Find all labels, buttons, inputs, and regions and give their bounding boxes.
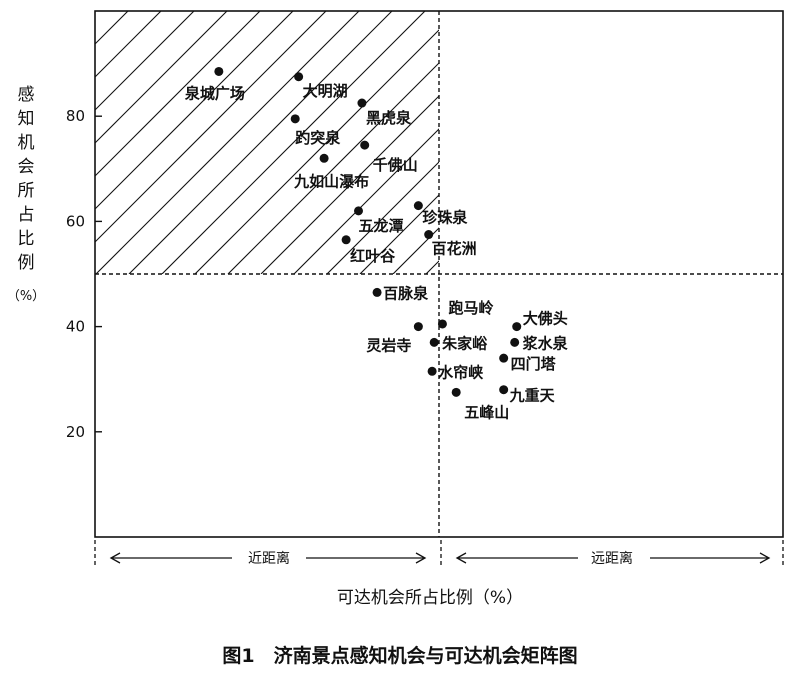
hatch-line	[326, 161, 439, 274]
y-axis-ticks: 20 40 60 80	[66, 107, 102, 441]
far-label: 远距离	[591, 550, 633, 567]
hatch-line	[525, 11, 788, 274]
data-point	[499, 385, 509, 395]
hatch-line	[95, 11, 96, 12]
hatch-line	[194, 29, 439, 274]
near-label: 近距离	[248, 550, 290, 567]
point-label: 黑虎泉	[366, 109, 412, 127]
x-axis-title: 可达机会所占比例（%）	[337, 588, 523, 608]
y-tick-label: 80	[66, 107, 85, 125]
point-label: 浆水泉	[523, 334, 569, 352]
hatch-line	[657, 11, 800, 274]
point-label: 千佛山	[373, 156, 418, 174]
near-arrow-head-left	[109, 552, 121, 564]
hatch-line	[558, 11, 800, 274]
hatch-line	[392, 227, 439, 274]
data-point	[437, 319, 447, 329]
point-label: 百花洲	[432, 240, 477, 258]
data-point	[499, 353, 509, 363]
hatch-line	[95, 11, 327, 243]
point-label: 跑马岭	[448, 299, 493, 317]
point-label: 朱家峪	[442, 334, 488, 352]
point-label: 红叶谷	[350, 247, 396, 265]
point-label: 水帘峡	[438, 363, 484, 381]
hatch-line	[591, 11, 800, 274]
data-point	[372, 287, 382, 297]
y-tick-label: 20	[66, 423, 85, 441]
near-arrow-head-right	[415, 552, 427, 564]
data-point	[512, 322, 522, 332]
y-tick-label: 60	[66, 212, 85, 230]
hatch-line	[459, 11, 722, 274]
hatch-line	[492, 11, 755, 274]
hatched-quadrant	[95, 11, 800, 274]
point-label: 大佛头	[523, 310, 568, 328]
point-label: 大明湖	[303, 82, 348, 100]
hatch-line	[95, 11, 195, 111]
hatch-line	[624, 11, 800, 274]
y-tick-label: 40	[66, 318, 85, 336]
point-label: 四门塔	[511, 355, 557, 373]
data-point	[413, 201, 423, 211]
data-point	[451, 387, 461, 397]
point-label: 九如山瀑布	[293, 172, 369, 190]
data-point	[214, 66, 224, 76]
hatch-line	[128, 11, 393, 274]
hatch-line	[260, 95, 439, 274]
range-indicators: 近距离 远距离	[94, 540, 784, 568]
far-arrow-head-right	[759, 552, 771, 564]
data-point	[510, 337, 520, 347]
point-label: 九重天	[509, 387, 556, 405]
figure-caption: 图1 济南景点感知机会与可达机会矩阵图	[222, 644, 577, 667]
data-point	[413, 322, 423, 332]
hatch-line	[161, 11, 426, 274]
point-label: 五峰山	[464, 403, 509, 421]
hatch-line	[95, 11, 261, 177]
hatch-line	[359, 194, 439, 274]
far-arrow-head-left	[455, 552, 467, 564]
point-label: 趵突泉	[295, 129, 341, 147]
point-label: 五龙潭	[359, 217, 404, 235]
data-point	[290, 114, 300, 124]
data-point	[427, 366, 437, 376]
hatch-line	[95, 11, 294, 210]
hatch-line	[425, 260, 439, 274]
point-label: 泉城广场	[184, 84, 245, 102]
hatch-line	[227, 62, 439, 274]
hatch-line	[95, 11, 162, 78]
point-label: 珍珠泉	[422, 209, 468, 227]
point-label: 灵岩寺	[366, 337, 411, 355]
data-point	[424, 230, 434, 240]
data-point	[360, 140, 370, 150]
data-point	[341, 235, 351, 245]
data-point	[429, 337, 439, 347]
data-point	[319, 153, 329, 163]
point-label: 百脉泉	[383, 284, 429, 302]
hatch-line	[293, 128, 439, 274]
y-axis-title: 感知机会所占比例（%）	[7, 85, 45, 304]
data-point	[294, 72, 304, 82]
hatch-line	[95, 11, 360, 274]
data-point	[354, 206, 364, 216]
data-point	[357, 98, 367, 108]
